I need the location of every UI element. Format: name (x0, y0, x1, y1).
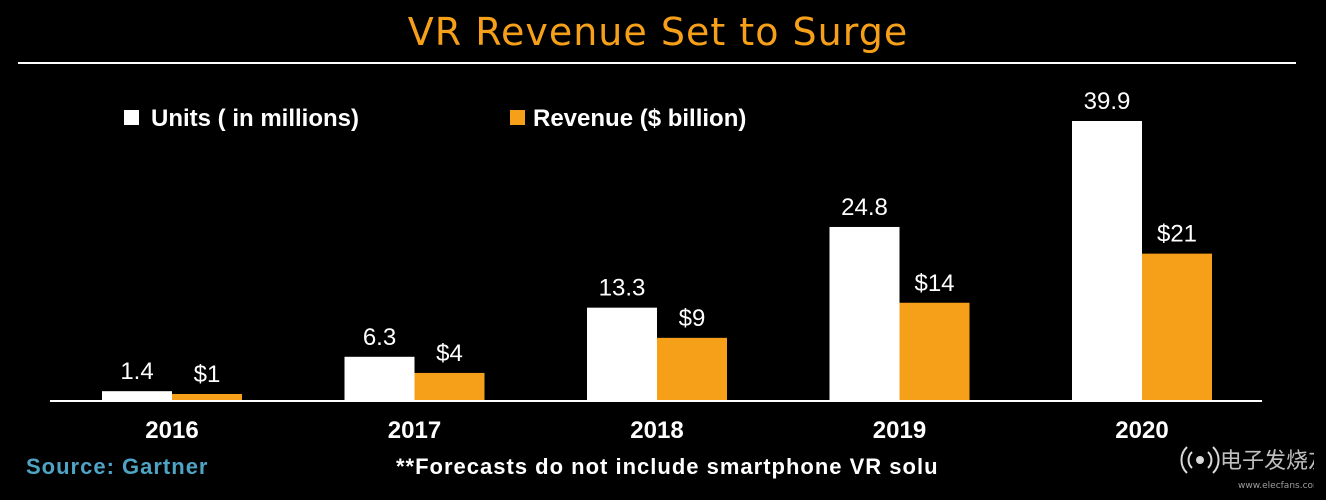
value-label-revenue-2018: $9 (679, 305, 706, 332)
legend-label-revenue: Revenue ($ billion) (533, 105, 746, 132)
bar-revenue-2017 (414, 372, 485, 401)
value-label-units-2016: 1.4 (120, 358, 153, 385)
x-tick-label-2019: 2019 (873, 417, 926, 444)
x-tick-label-2020: 2020 (1115, 417, 1168, 444)
bar-revenue-2018 (657, 337, 727, 401)
legend-swatch-revenue (510, 110, 525, 125)
bar-revenue-2019 (899, 302, 970, 401)
source-note: Source: Gartner (26, 454, 209, 479)
forecast-footnote: **Forecasts do not include smartphone VR… (396, 454, 939, 479)
x-tick-label-2016: 2016 (145, 417, 198, 444)
title-divider (18, 62, 1296, 64)
bar-chart: Units ( in millions) Revenue ($ billion) 1… (50, 88, 1262, 444)
value-label-units-2019: 24.8 (841, 194, 888, 221)
bar-revenue-2016 (172, 393, 242, 401)
watermark-url: www.elecfans.com (1238, 481, 1314, 491)
legend-swatch-units (124, 110, 139, 125)
value-label-revenue-2019: $14 (914, 270, 954, 297)
bar-units-2020 (1072, 121, 1142, 401)
bar-units-2017 (344, 356, 415, 401)
value-label-revenue-2017: $4 (436, 340, 463, 367)
legend-label-units: Units ( in millions) (151, 105, 359, 132)
signal-icon (1180, 446, 1220, 474)
value-label-revenue-2016: $1 (194, 361, 221, 388)
value-label-revenue-2020: $21 (1157, 221, 1197, 248)
chart-title: VR Revenue Set to Surge (407, 10, 909, 54)
watermark-logo: 电子发烧友 www.elecfans.com (1180, 446, 1314, 491)
value-label-units-2020: 39.9 (1084, 88, 1131, 115)
bar-units-2016 (102, 391, 172, 401)
bar-units-2019 (829, 226, 900, 401)
watermark-text: 电子发烧友 (1220, 449, 1314, 474)
x-tick-label-2018: 2018 (630, 417, 683, 444)
x-tick-label-2017: 2017 (388, 417, 441, 444)
value-label-units-2017: 6.3 (363, 324, 396, 351)
bar-units-2018 (587, 307, 657, 401)
bar-revenue-2020 (1142, 253, 1212, 401)
value-label-units-2018: 13.3 (599, 275, 646, 302)
